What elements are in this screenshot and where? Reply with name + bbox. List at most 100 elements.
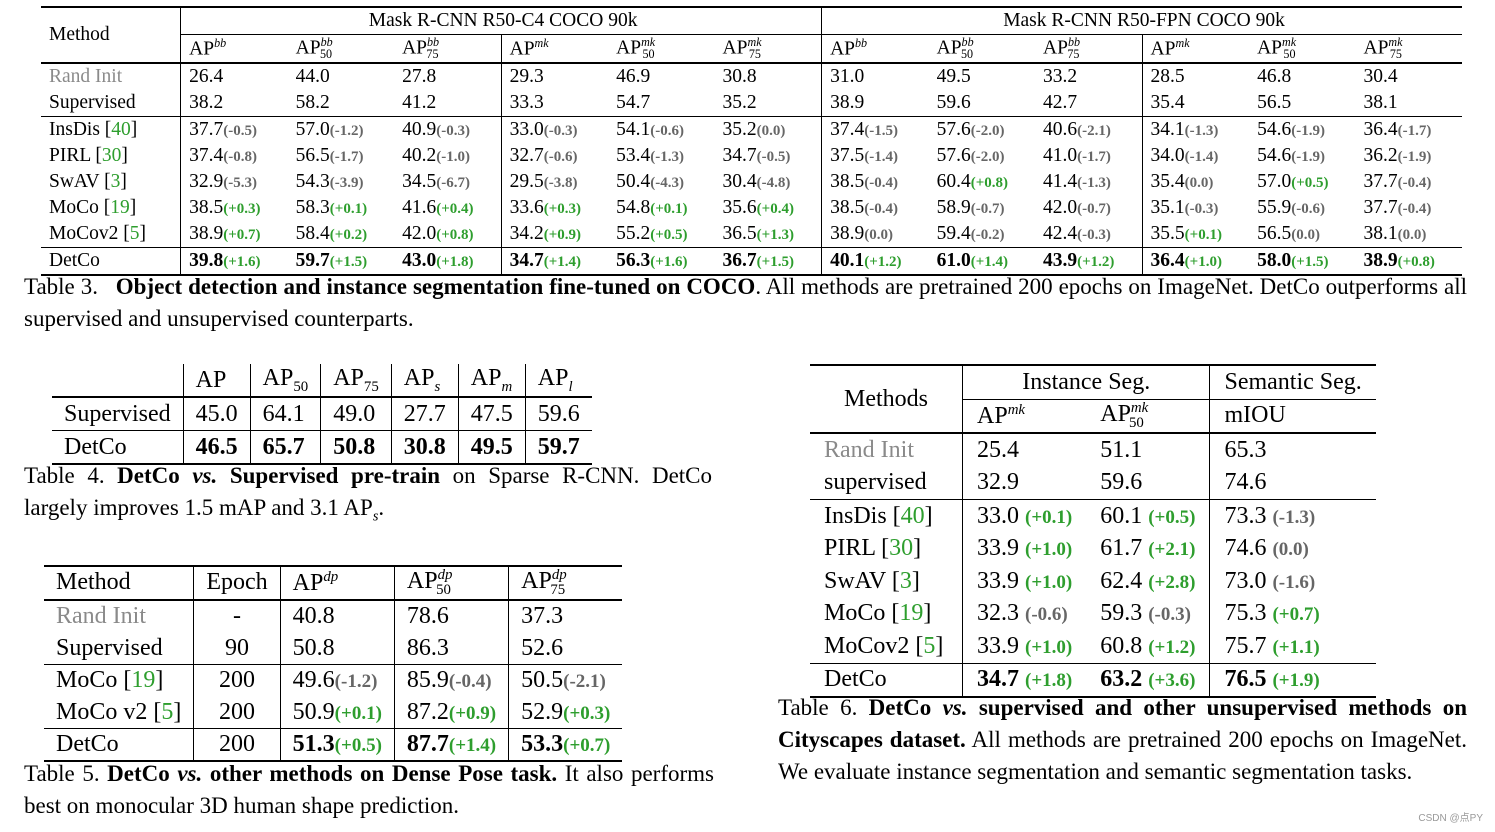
value: 25.4 <box>977 436 1019 463</box>
value: 50.8 <box>292 634 335 661</box>
value: 38.9 <box>1363 250 1398 272</box>
delta: (-0.2) <box>970 227 1005 244</box>
value: 33.6 <box>509 197 544 219</box>
citation-link: 19 <box>131 667 156 694</box>
t3-cell: 35.4 <box>1141 90 1250 117</box>
value: 74.6 <box>1224 469 1267 496</box>
value: 42.4 <box>1043 223 1078 245</box>
delta: (-1.7) <box>329 149 364 166</box>
t5-col-apdp75: APdp75 <box>508 566 623 600</box>
t3-cell: 54.3(-3.9) <box>288 169 394 195</box>
value: 56.5 <box>1257 223 1292 245</box>
t3-cell: 35.5(+0.1) <box>1141 221 1250 248</box>
delta: (+1.6) <box>650 254 688 271</box>
delta: (-0.3) <box>1184 201 1219 218</box>
delta: (+2.1) <box>1148 539 1196 561</box>
method-name: MoCo <box>49 197 99 219</box>
t5-col-method: Method <box>56 569 131 596</box>
t3-cell: 46.8 <box>1249 63 1355 90</box>
value: 58.4 <box>295 223 330 245</box>
value: 51.1 <box>1100 436 1143 463</box>
method-name: DetCo <box>56 731 119 758</box>
value: 49.5 <box>936 66 971 88</box>
t3-cell: 30.8 <box>715 63 822 90</box>
caption-bold2: other methods on Dense Pose task. <box>209 761 558 786</box>
t3-col-header: APmk75 <box>1363 35 1403 62</box>
value: 50.9 <box>292 698 335 725</box>
t3-cell: 55.9(-0.6) <box>1249 195 1355 221</box>
caption-bold2: supervised and other unsupervised method… <box>778 695 1467 752</box>
value: 35.4 <box>1150 171 1185 193</box>
table-row: MoCo [19] 38.5(+0.3) 58.3(+0.1) 41.6(+0.4) 3… <box>41 195 1462 222</box>
value: 56.5 <box>295 145 330 167</box>
t3-cell: 38.5(-0.4) <box>821 195 929 222</box>
value: 37.7 <box>1363 171 1398 193</box>
table3: Method Mask R-CNN R50-C4 COCO 90k Mask R-C… <box>41 6 1462 276</box>
t3-cell: 57.6(-2.0) <box>929 117 1035 144</box>
t3-cell: 59.6 <box>929 90 1035 117</box>
value: 61.0 <box>936 250 971 272</box>
t5-cell: 50.5(-2.1) <box>508 664 623 697</box>
table-row: Supervised 90 50.8 86.3 52.6 <box>44 632 623 665</box>
delta: (+0.2) <box>329 227 368 244</box>
method-name: MoCo <box>824 600 886 627</box>
t3-col-header: APmk75 <box>722 35 762 62</box>
value: 59.7 <box>295 250 330 272</box>
delta: (+1.2) <box>1148 636 1196 658</box>
value: 33.9 <box>977 535 1019 562</box>
delta: (+1.5) <box>756 254 794 271</box>
t3-cell: 54.8(+0.1) <box>608 195 714 221</box>
delta: (-0.4) <box>864 201 898 218</box>
ref-close: ] <box>155 667 164 694</box>
value: 65.7 <box>262 433 305 460</box>
t5-cell: 51.3(+0.5) <box>279 728 395 762</box>
t3-cell: 56.3(+1.6) <box>608 248 714 276</box>
t3-cell: 41.4(-1.3) <box>1035 169 1142 195</box>
t6-cell: 34.7 (+1.8) <box>962 663 1087 697</box>
ref-close: ] <box>935 632 944 659</box>
delta: (+1.4) <box>970 254 1009 271</box>
t3-cell: 55.2(+0.5) <box>608 221 714 248</box>
t3-cell: 28.5 <box>1141 63 1250 91</box>
value: 34.2 <box>509 223 544 245</box>
value: 37.7 <box>189 119 224 141</box>
value: 33.9 <box>977 632 1019 659</box>
method-name: supervised <box>824 469 927 496</box>
ref-close: ] <box>924 502 933 529</box>
t5-epoch: 200 <box>193 728 281 762</box>
t3-cell: 42.0(+0.8) <box>394 221 501 248</box>
delta: (-2.1) <box>563 671 606 693</box>
t3-cell: 40.2(-1.0) <box>394 143 501 169</box>
t3-cell: 58.3(+0.1) <box>288 195 394 221</box>
method-name: MoCo v2 <box>56 698 148 725</box>
delta: (-6.7) <box>436 175 470 192</box>
t3-cell: 38.9(0.0) <box>821 221 929 248</box>
t3-cell: 57.6(-2.0) <box>929 143 1035 169</box>
delta: (+1.8) <box>436 254 474 271</box>
value: 52.9 <box>521 698 564 725</box>
delta: (-0.4) <box>1397 175 1432 192</box>
t6-cell: 59.6 <box>1086 467 1210 500</box>
delta: (-2.1) <box>1077 123 1111 140</box>
t4-cell: 59.6 <box>524 397 592 431</box>
value: 50.4 <box>616 171 651 193</box>
citation-link: 3 <box>899 567 912 594</box>
value: 30.8 <box>722 66 757 88</box>
value: 37.7 <box>1363 197 1398 219</box>
caption-bold2: Supervised pre-train <box>229 463 441 488</box>
method-name: InsDis <box>824 502 887 529</box>
value: 49.6 <box>292 667 335 694</box>
delta: (+0.7) <box>223 227 261 244</box>
t3-cell: 49.5 <box>929 63 1035 90</box>
t5-cell: 53.3(+0.7) <box>508 728 623 762</box>
t3-cell: 38.9(+0.7) <box>180 221 288 248</box>
t3-cell: 54.1(-0.6) <box>608 117 714 144</box>
t6-cell: 59.3 (-0.3) <box>1086 598 1210 631</box>
delta: (-0.4) <box>1397 201 1432 218</box>
value: 29.5 <box>509 171 544 193</box>
t6-cell: 61.7 (+2.1) <box>1086 533 1210 566</box>
value: 35.6 <box>722 197 757 219</box>
value: 28.5 <box>1150 66 1185 88</box>
delta: (+0.5) <box>1148 506 1196 528</box>
citation-link: 5 <box>161 698 174 725</box>
